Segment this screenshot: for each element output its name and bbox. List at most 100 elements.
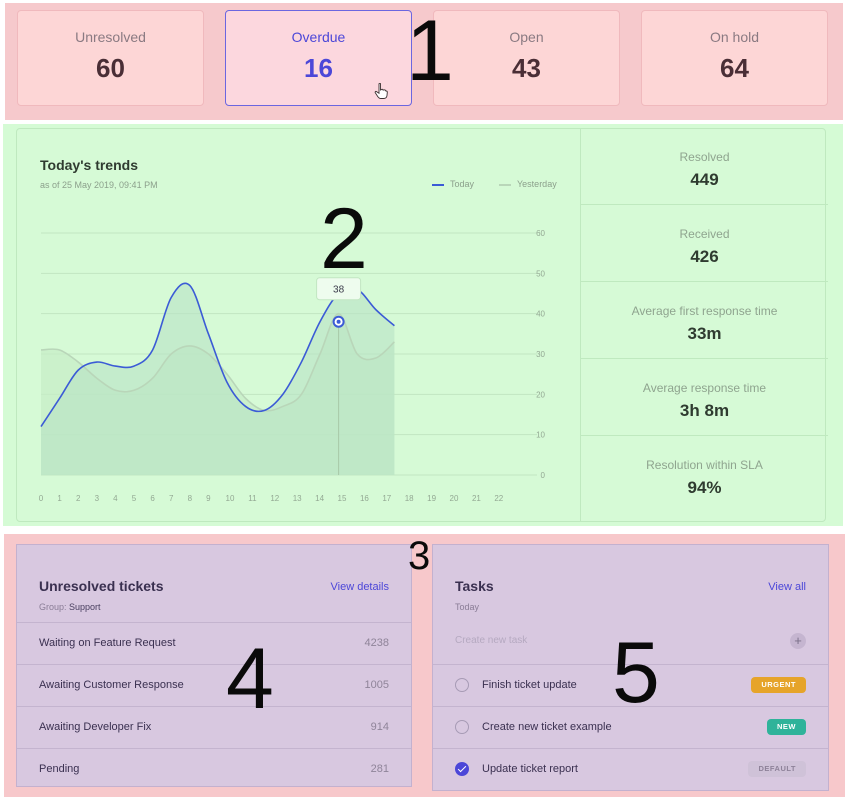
- legend-today: Today: [432, 179, 474, 189]
- x-tick-label: 19: [427, 494, 436, 503]
- stat-card-overdue[interactable]: Overdue 16: [225, 10, 412, 106]
- stat-value: 43: [512, 53, 541, 83]
- metric-value: 426: [690, 247, 719, 266]
- new-task-input[interactable]: Create new task: [455, 635, 528, 646]
- x-tick-label: 18: [405, 494, 414, 503]
- trends-title: Today's trends: [40, 157, 138, 173]
- badge-urgent: URGENT: [751, 677, 806, 693]
- list-item[interactable]: Pending 281: [17, 748, 411, 790]
- task-item[interactable]: Create new ticket example NEW: [433, 706, 828, 748]
- x-tick-label: 17: [382, 494, 391, 503]
- y-tick-label: 10: [536, 431, 545, 440]
- metric-label: Resolved: [679, 150, 730, 164]
- region-number: 4: [226, 631, 274, 727]
- legend-label: Today: [450, 179, 475, 189]
- stat-value: 60: [96, 53, 125, 83]
- row-label: Awaiting Customer Response: [39, 679, 184, 691]
- x-tick-label: 0: [39, 494, 44, 503]
- stat-label: Open: [509, 29, 544, 45]
- row-count: 4238: [364, 637, 389, 649]
- x-tick-label: 8: [188, 494, 193, 503]
- x-tick-label: 7: [169, 494, 174, 503]
- legend-label: Yesterday: [517, 179, 557, 189]
- y-tick-label: 0: [541, 471, 546, 480]
- task-label: Update ticket report: [482, 763, 578, 775]
- metric-label: Resolution within SLA: [646, 458, 763, 472]
- ticket-stats-bar: Unresolved 60 Overdue 16 Open 43 On hold…: [5, 3, 843, 120]
- x-tick-label: 16: [360, 494, 369, 503]
- group-value: Support: [69, 602, 101, 612]
- metric-value: 33m: [687, 324, 722, 343]
- x-tick-label: 22: [494, 494, 503, 503]
- task-label: Finish ticket update: [482, 679, 577, 691]
- trends-region: Today's trends as of 25 May 2019, 09:41 …: [3, 124, 843, 526]
- stat-value: 16: [304, 53, 333, 83]
- legend-swatch: [432, 183, 444, 186]
- list-item[interactable]: Waiting on Feature Request 4238: [17, 622, 411, 664]
- task-checkbox-checked[interactable]: [455, 762, 469, 776]
- task-label: Create new ticket example: [482, 721, 612, 733]
- row-label: Awaiting Developer Fix: [39, 721, 152, 733]
- metric-value: 449: [690, 170, 719, 189]
- y-tick-label: 20: [536, 390, 545, 399]
- tasks-panel: Tasks View all Today Create new task + F…: [432, 544, 829, 791]
- metric-label: Average first response time: [631, 304, 778, 318]
- metric-sla: Resolution within SLA 94%: [581, 437, 828, 513]
- x-tick-label: 20: [450, 494, 459, 503]
- metric-label: Average response time: [642, 381, 767, 395]
- panel-title: Tasks: [455, 578, 494, 594]
- legend-yesterday: Yesterday: [499, 179, 557, 189]
- add-task-button[interactable]: +: [790, 633, 806, 649]
- x-tick-label: 4: [113, 494, 118, 503]
- row-count: 914: [370, 721, 389, 733]
- x-tick-label: 13: [293, 494, 302, 503]
- x-tick-label: 10: [226, 494, 235, 503]
- y-tick-label: 60: [536, 229, 545, 238]
- highlight-point-center: [336, 319, 341, 324]
- task-item[interactable]: Update ticket report DEFAULT: [433, 748, 828, 790]
- y-tick-label: 40: [536, 310, 545, 319]
- today-area: [41, 283, 395, 475]
- task-item[interactable]: Finish ticket update URGENT: [433, 664, 828, 706]
- group-filter: Group: Support: [39, 602, 101, 612]
- x-tick-label: 12: [270, 494, 279, 503]
- stat-label: Unresolved: [75, 29, 146, 45]
- stat-card-on-hold[interactable]: On hold 64: [641, 10, 828, 106]
- trends-timestamp: as of 25 May 2019, 09:41 PM: [40, 180, 158, 190]
- tasks-date: Today: [455, 602, 480, 612]
- stat-value: 64: [720, 53, 749, 83]
- list-item[interactable]: Awaiting Developer Fix 914: [17, 706, 411, 748]
- task-checkbox[interactable]: [455, 720, 469, 734]
- trends-card: Today's trends as of 25 May 2019, 09:41 …: [16, 128, 828, 522]
- row-count: 1005: [364, 679, 389, 691]
- metric-first-response: Average first response time 33m: [581, 283, 828, 359]
- panel-title: Unresolved tickets: [39, 578, 164, 594]
- metric-value: 3h 8m: [679, 401, 730, 420]
- tooltip-box: [316, 277, 362, 301]
- stat-card-open[interactable]: Open 43: [433, 10, 620, 106]
- group-label: Group:: [39, 602, 67, 612]
- x-tick-label: 14: [315, 494, 324, 503]
- stat-card-unresolved[interactable]: Unresolved 60: [17, 10, 204, 106]
- row-label: Waiting on Feature Request: [39, 637, 176, 649]
- row-label: Pending: [39, 763, 80, 775]
- yesterday-line: [40, 312, 395, 412]
- metric-resolved: Resolved 449: [581, 129, 828, 205]
- x-tick-label: 3: [95, 494, 100, 503]
- list-item[interactable]: Awaiting Customer Response 1005: [17, 664, 411, 706]
- stat-label: On hold: [709, 29, 760, 45]
- y-tick-label: 50: [536, 269, 545, 278]
- region-number: 5: [612, 625, 660, 721]
- unresolved-tickets-panel: Unresolved tickets View details Group: S…: [16, 544, 412, 787]
- view-details-link[interactable]: View details: [330, 581, 390, 593]
- metrics-panel: Resolved 449 Received 426 Average first …: [580, 129, 828, 521]
- x-tick-label: 9: [206, 494, 211, 503]
- task-checkbox[interactable]: [455, 678, 469, 692]
- region-number: 3: [408, 534, 431, 578]
- stat-label: Overdue: [291, 29, 346, 45]
- row-count: 281: [370, 763, 389, 775]
- tooltip-value: 38: [333, 285, 345, 296]
- view-all-link[interactable]: View all: [768, 581, 806, 593]
- x-tick-label: 6: [150, 494, 155, 503]
